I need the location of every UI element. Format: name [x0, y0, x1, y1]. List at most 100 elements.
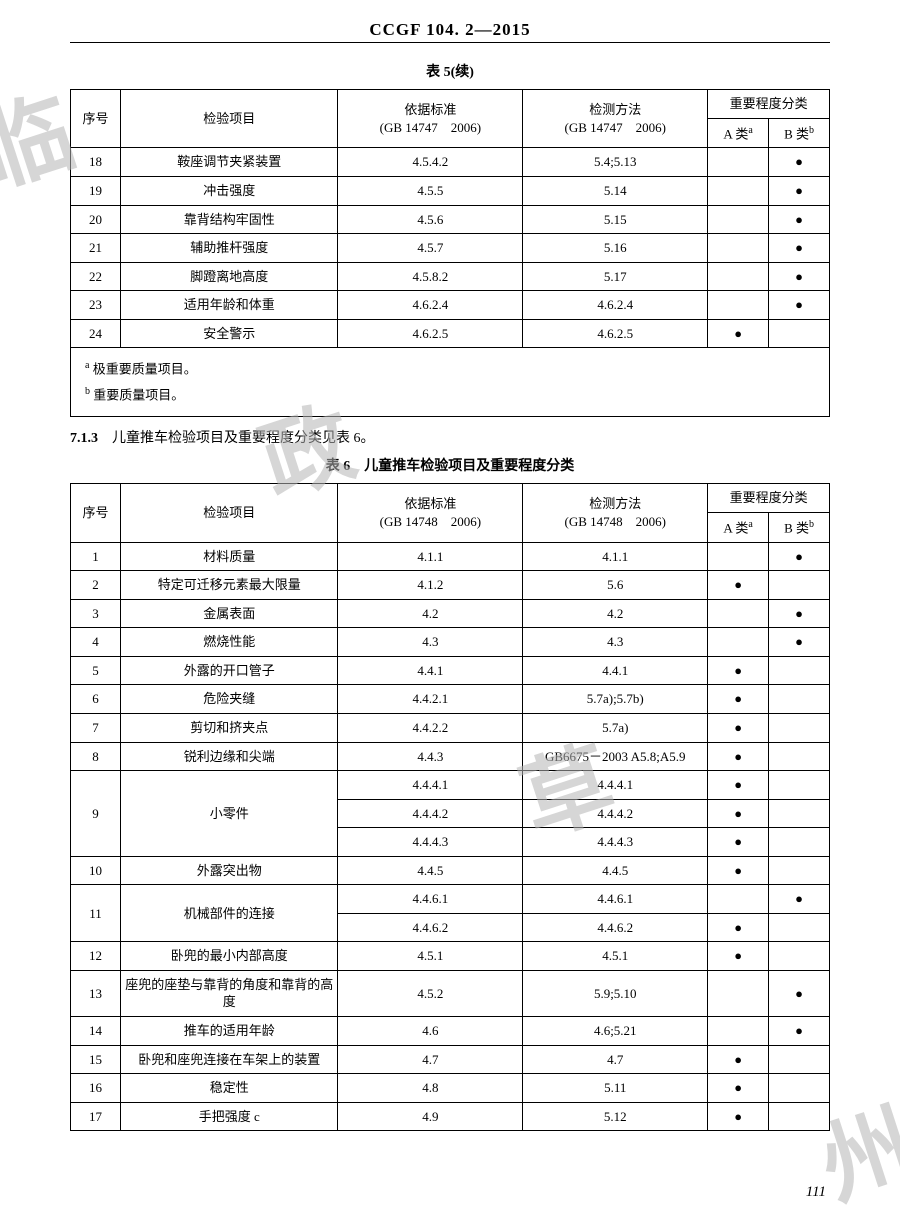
cell-a: ● — [708, 856, 769, 885]
th-group: 重要程度分类 — [708, 484, 830, 513]
table-row: 24安全警示4.6.2.54.6.2.5● — [71, 319, 830, 348]
cell-seq: 8 — [71, 742, 121, 771]
cell-meth: 4.6.2.5 — [523, 319, 708, 348]
table5-footnotes: a 极重要质量项目。 b 重要质量项目。 — [71, 348, 830, 417]
cell-seq: 9 — [71, 771, 121, 857]
cell-meth: 5.15 — [523, 205, 708, 234]
th-group: 重要程度分类 — [708, 90, 830, 119]
cell-std: 4.2 — [338, 599, 523, 628]
cell-std: 4.4.1 — [338, 656, 523, 685]
table-row: 16稳定性4.85.11● — [71, 1074, 830, 1103]
table-row: 5外露的开口管子4.4.14.4.1● — [71, 656, 830, 685]
cell-std: 4.6.2.4 — [338, 291, 523, 320]
cell-item: 金属表面 — [121, 599, 338, 628]
cell-std: 4.6.2.5 — [338, 319, 523, 348]
cell-item: 机械部件的连接 — [121, 885, 338, 942]
cell-meth: 4.5.1 — [523, 942, 708, 971]
th-seq: 序号 — [71, 90, 121, 148]
table-row: 18鞍座调节夹紧装置4.5.4.25.4;5.13● — [71, 148, 830, 177]
cell-seq: 18 — [71, 148, 121, 177]
cell-seq: 22 — [71, 262, 121, 291]
table6: 序号 检验项目 依据标准 (GB 14748 2006) 检测方法 (GB 14… — [70, 483, 830, 1131]
cell-item: 危险夹缝 — [121, 685, 338, 714]
cell-std: 4.5.1 — [338, 942, 523, 971]
cell-std: 4.1.1 — [338, 542, 523, 571]
cell-b: ● — [769, 970, 830, 1016]
th-seq: 序号 — [71, 484, 121, 542]
cell-a: ● — [708, 656, 769, 685]
th-std: 依据标准 (GB 14748 2006) — [338, 484, 523, 542]
table-row: 11机械部件的连接4.4.6.14.4.6.1● — [71, 885, 830, 914]
cell-b — [769, 742, 830, 771]
table-row: 14推车的适用年龄4.64.6;5.21● — [71, 1017, 830, 1046]
cell-std: 4.5.5 — [338, 176, 523, 205]
cell-item: 稳定性 — [121, 1074, 338, 1103]
th-std-label: 依据标准 — [342, 101, 518, 119]
table-row: 2特定可迁移元素最大限量4.1.25.6● — [71, 571, 830, 600]
cell-std: 4.5.6 — [338, 205, 523, 234]
cell-std: 4.6 — [338, 1017, 523, 1046]
cell-b — [769, 1074, 830, 1103]
th-meth: 检测方法 (GB 14747 2006) — [523, 90, 708, 148]
cell-meth: 5.16 — [523, 234, 708, 263]
table6-caption: 表 6 儿童推车检验项目及重要程度分类 — [70, 455, 830, 475]
cell-a: ● — [708, 913, 769, 942]
cell-b: ● — [769, 148, 830, 177]
cell-seq: 4 — [71, 628, 121, 657]
cell-seq: 15 — [71, 1045, 121, 1074]
cell-b: ● — [769, 1017, 830, 1046]
th-b: B 类b — [769, 512, 830, 542]
cell-seq: 11 — [71, 885, 121, 942]
table-row: 13座兜的座垫与靠背的角度和靠背的高度4.5.25.9;5.10● — [71, 970, 830, 1016]
th-item: 检验项目 — [121, 90, 338, 148]
th-meth-sub: (GB 14748 2006) — [527, 513, 703, 531]
cell-seq: 21 — [71, 234, 121, 263]
cell-a: ● — [708, 742, 769, 771]
table-row: 3金属表面4.24.2● — [71, 599, 830, 628]
cell-meth: 4.4.4.2 — [523, 799, 708, 828]
cell-seq: 12 — [71, 942, 121, 971]
cell-a — [708, 542, 769, 571]
cell-std: 4.5.7 — [338, 234, 523, 263]
cell-a — [708, 1017, 769, 1046]
cell-meth: 5.4;5.13 — [523, 148, 708, 177]
cell-std: 4.4.6.2 — [338, 913, 523, 942]
cell-a: ● — [708, 828, 769, 857]
cell-a: ● — [708, 799, 769, 828]
cell-meth: 5.7a) — [523, 713, 708, 742]
page-number: 111 — [806, 1184, 826, 1201]
cell-std: 4.1.2 — [338, 571, 523, 600]
cell-meth: 5.14 — [523, 176, 708, 205]
table5: 序号 检验项目 依据标准 (GB 14747 2006) 检测方法 (GB 14… — [70, 89, 830, 417]
th-b: B 类b — [769, 118, 830, 148]
cell-a — [708, 176, 769, 205]
cell-std: 4.4.6.1 — [338, 885, 523, 914]
cell-meth: 5.7a);5.7b) — [523, 685, 708, 714]
cell-b — [769, 856, 830, 885]
cell-b — [769, 713, 830, 742]
cell-meth: GB6675－2003 A5.8;A5.9 — [523, 742, 708, 771]
cell-meth: 4.1.1 — [523, 542, 708, 571]
table-row: 20靠背结构牢固性4.5.65.15● — [71, 205, 830, 234]
cell-item: 小零件 — [121, 771, 338, 857]
table-row: 19冲击强度4.5.55.14● — [71, 176, 830, 205]
th-std-label: 依据标准 — [342, 495, 518, 513]
cell-item: 剪切和挤夹点 — [121, 713, 338, 742]
cell-seq: 16 — [71, 1074, 121, 1103]
cell-b: ● — [769, 599, 830, 628]
cell-meth: 4.6;5.21 — [523, 1017, 708, 1046]
cell-meth: 5.6 — [523, 571, 708, 600]
cell-seq: 17 — [71, 1102, 121, 1131]
table-row: 22脚蹬离地高度4.5.8.25.17● — [71, 262, 830, 291]
cell-meth: 5.11 — [523, 1074, 708, 1103]
cell-b: ● — [769, 628, 830, 657]
cell-b — [769, 1045, 830, 1074]
cell-a — [708, 148, 769, 177]
cell-seq: 1 — [71, 542, 121, 571]
cell-seq: 14 — [71, 1017, 121, 1046]
table-row: 4燃烧性能4.34.3● — [71, 628, 830, 657]
th-std-sub: (GB 14747 2006) — [342, 119, 518, 137]
table-row: 7剪切和挤夹点4.4.2.25.7a)● — [71, 713, 830, 742]
cell-item: 鞍座调节夹紧装置 — [121, 148, 338, 177]
cell-b — [769, 685, 830, 714]
